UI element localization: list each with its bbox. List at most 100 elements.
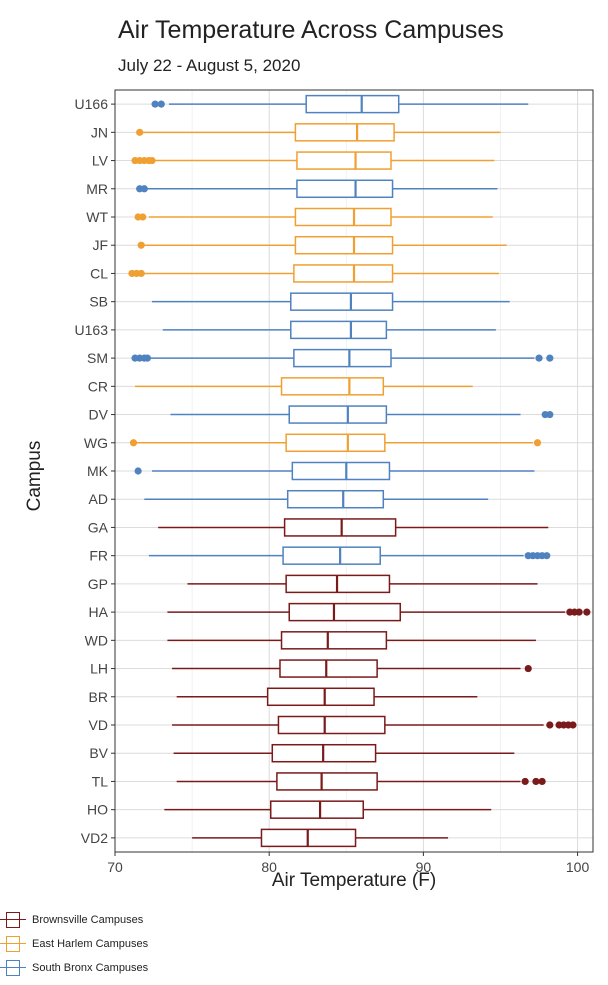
box-lv	[131, 151, 495, 170]
iqr-box	[279, 659, 378, 678]
box-vd	[172, 715, 577, 735]
box-sm	[131, 348, 554, 368]
outlier-point	[148, 156, 156, 165]
iqr-box	[283, 518, 397, 537]
box-vd2	[192, 828, 449, 848]
outlier-point	[129, 439, 138, 447]
outlier-point	[546, 410, 554, 419]
x-tick-label: 70	[107, 859, 123, 875]
y-tick-label: MK	[87, 463, 109, 479]
legend-key	[0, 960, 26, 976]
iqr-box	[294, 123, 395, 142]
y-tick-label: SM	[87, 350, 108, 366]
box-jf	[137, 235, 507, 255]
iqr-box	[294, 207, 392, 227]
y-tick-label: JF	[92, 237, 108, 253]
outlier-point	[140, 185, 148, 193]
outlier-point	[137, 269, 145, 278]
y-tick-label: BV	[89, 745, 108, 761]
outlier-point	[151, 100, 159, 108]
box-sb	[152, 292, 510, 311]
y-tick-label: WG	[84, 435, 108, 451]
y-axis-label: Campus	[24, 441, 45, 512]
legend-label: East Harlem Campuses	[32, 938, 149, 950]
iqr-box	[293, 348, 392, 368]
iqr-box	[288, 602, 402, 622]
outlier-point	[575, 608, 583, 616]
y-tick-label: HO	[87, 802, 108, 818]
chart-title: Air Temperature Across Campuses	[118, 16, 504, 44]
y-tick-label: WT	[86, 209, 108, 225]
box-lh	[172, 659, 532, 678]
outlier-point	[546, 354, 554, 362]
y-tick-label: DV	[89, 407, 109, 423]
iqr-box	[286, 489, 385, 509]
outlier-point	[543, 552, 551, 560]
axis-layer: U166 JN LV MR WT JF CL SB U163 SM CR DV WG MK AD GA FR GP…	[75, 96, 590, 875]
iqr-box	[305, 94, 400, 114]
iqr-box	[291, 461, 391, 481]
y-tick-label: LV	[92, 153, 109, 169]
outlier-point	[134, 467, 142, 475]
x-tick-label: 90	[416, 859, 432, 875]
legend-item: South Bronx Campuses	[0, 956, 148, 980]
y-tick-label: U166	[75, 96, 109, 112]
iqr-box	[277, 715, 386, 735]
chart-subtitle: July 22 - August 5, 2020	[118, 56, 301, 75]
y-tick-label: HA	[89, 604, 109, 620]
y-tick-label: SB	[89, 294, 108, 310]
box-wg	[129, 433, 542, 453]
iqr-box	[290, 292, 394, 311]
y-tick-label: GP	[88, 576, 108, 592]
legend-label: Brownsville Campuses	[32, 914, 144, 926]
y-tick-label: AD	[89, 491, 108, 507]
iqr-box	[276, 772, 378, 791]
y-tick-label: JN	[91, 124, 108, 140]
y-tick-label: BR	[89, 689, 108, 705]
y-tick-label: GA	[88, 519, 109, 535]
box-dv	[170, 405, 554, 424]
box-ho	[164, 800, 492, 819]
iqr-box	[290, 320, 388, 340]
outlier-point	[136, 128, 144, 136]
x-tick-label: 80	[261, 859, 277, 875]
y-tick-label: CL	[90, 265, 108, 281]
iqr-box	[293, 264, 394, 283]
y-tick-label: LH	[90, 661, 108, 677]
box-u163	[162, 320, 496, 340]
box-cl	[128, 264, 499, 283]
outlier-point	[569, 721, 577, 729]
iqr-box	[294, 235, 394, 255]
x-axis-label: Air Temperature (F)	[272, 870, 436, 891]
legend-item: Brownsville Campuses	[0, 908, 148, 932]
legend-item: East Harlem Campuses	[0, 932, 148, 956]
marks-layer	[128, 94, 591, 848]
box-cr	[135, 377, 473, 396]
y-tick-label: CR	[88, 378, 108, 394]
outlier-point	[583, 608, 591, 616]
outlier-point	[139, 213, 147, 221]
box-jn	[136, 123, 501, 142]
box-ha	[167, 602, 591, 622]
outlier-point	[524, 664, 532, 673]
box-bv	[173, 743, 515, 763]
y-tick-label: U163	[75, 322, 109, 338]
box-mr	[136, 179, 498, 199]
y-tick-label: VD	[89, 717, 108, 733]
iqr-box	[296, 151, 392, 170]
outlier-point	[533, 439, 542, 447]
legend: Brownsville Campuses East Harlem Campuses…	[0, 908, 148, 980]
y-tick-label: VD2	[81, 830, 108, 846]
box-wd	[167, 631, 536, 650]
iqr-box	[269, 800, 365, 819]
box-br	[176, 687, 478, 707]
y-tick-label: FR	[89, 548, 108, 564]
y-tick-label: TL	[92, 773, 109, 789]
x-tick-label: 100	[566, 859, 590, 875]
outlier-point	[143, 354, 151, 362]
outlier-point	[532, 777, 540, 786]
iqr-box	[282, 546, 381, 565]
outlier-point	[535, 354, 543, 362]
outlier-point	[538, 777, 546, 786]
outlier-point	[521, 777, 529, 786]
